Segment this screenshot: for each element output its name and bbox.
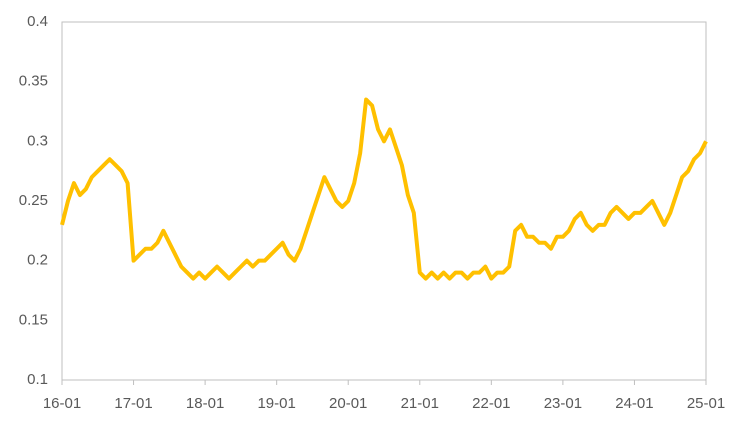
y-tick-label: 0.1 <box>27 371 48 388</box>
x-tick-label: 21-01 <box>401 395 439 412</box>
x-tick-label: 16-01 <box>43 395 81 412</box>
x-tick-label: 17-01 <box>114 395 152 412</box>
x-tick-label: 19-01 <box>257 395 295 412</box>
y-tick-label: 0.4 <box>27 13 48 30</box>
x-tick-label: 24-01 <box>615 395 653 412</box>
x-tick-label: 23-01 <box>544 395 582 412</box>
y-tick-label: 0.2 <box>27 252 48 269</box>
data-line <box>60 97 708 281</box>
x-tick-label: 22-01 <box>472 395 510 412</box>
y-tick-label: 0.15 <box>19 311 48 328</box>
x-tick-label: 20-01 <box>329 395 367 412</box>
y-tick-label: 0.25 <box>19 192 48 209</box>
x-tick-label: 18-01 <box>186 395 224 412</box>
plot-frame <box>61 21 707 381</box>
y-tick-label: 0.3 <box>27 132 48 149</box>
y-tick-label: 0.35 <box>19 73 48 90</box>
x-tick-label: 25-01 <box>687 395 725 412</box>
